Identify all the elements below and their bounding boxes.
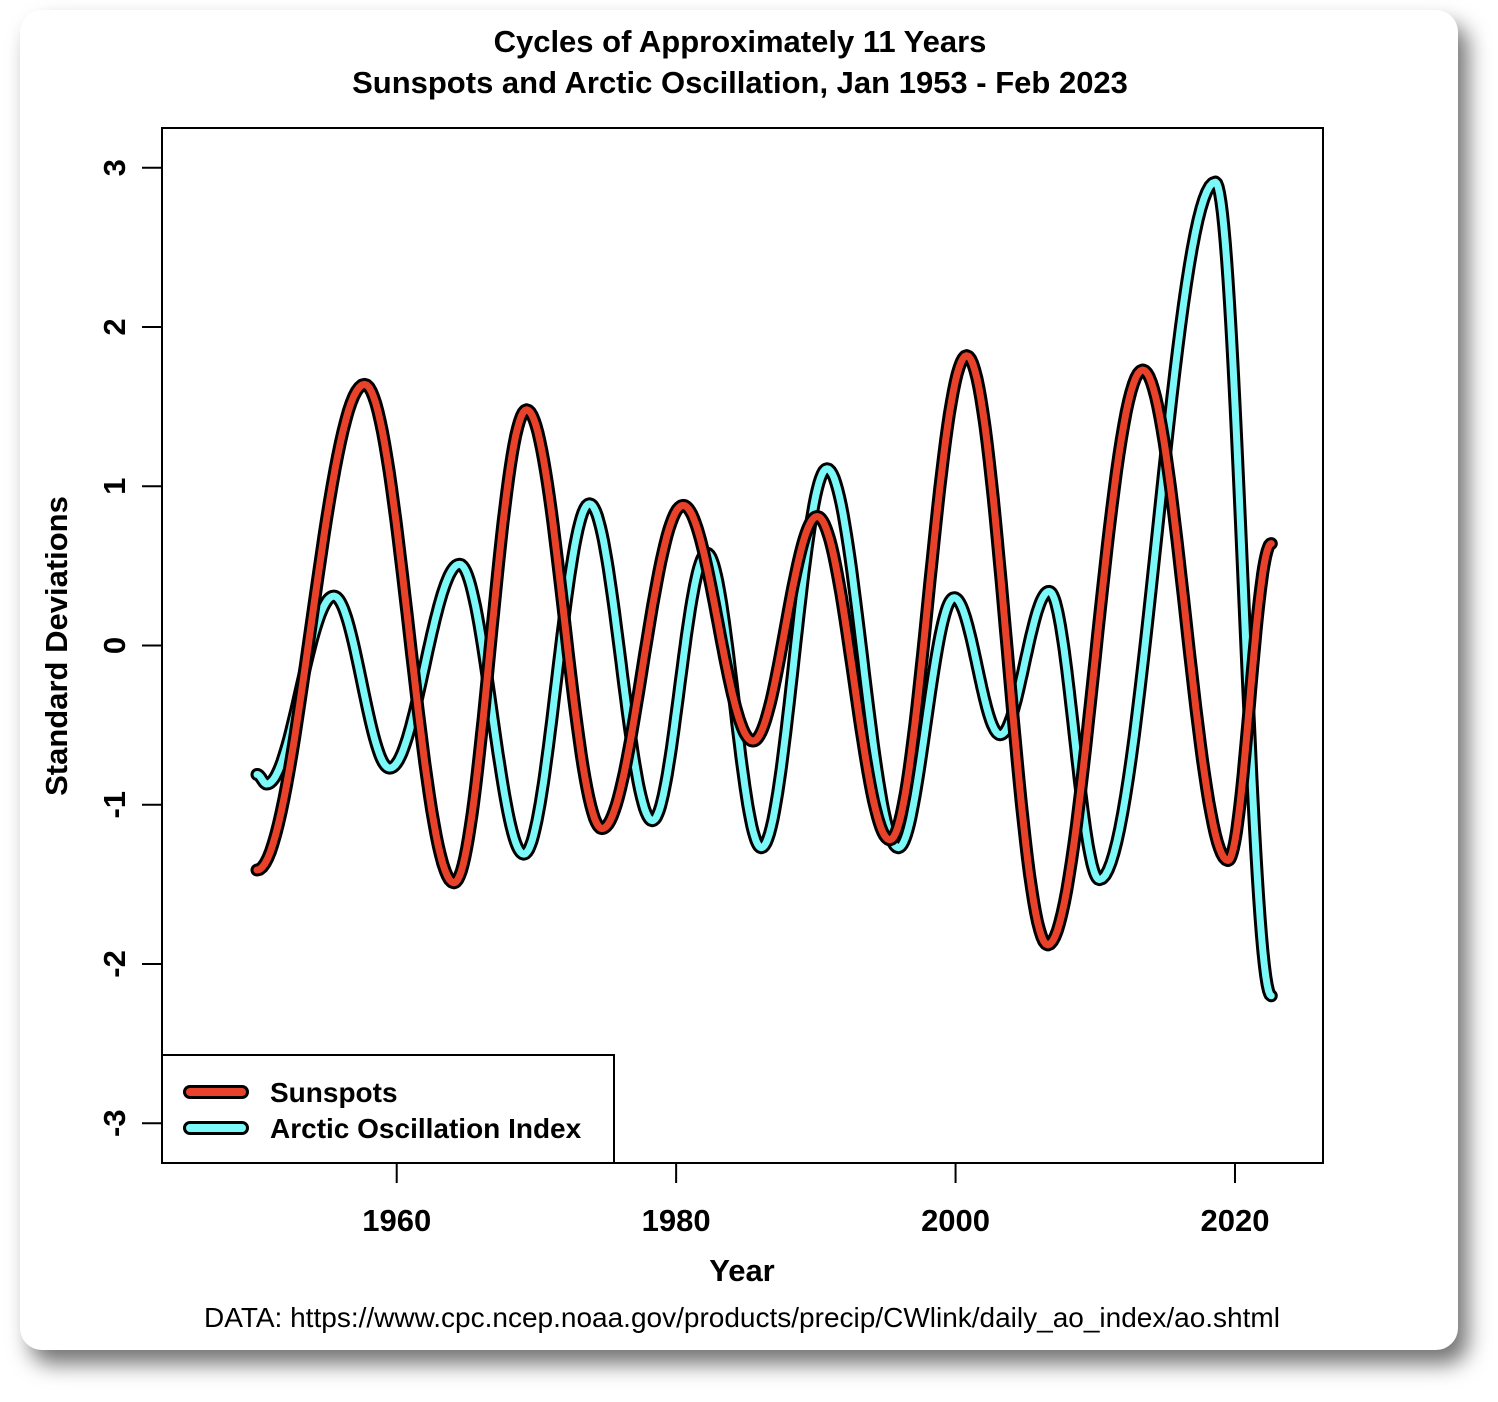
- x-tick-label: 2000: [921, 1203, 990, 1238]
- x-axis: 1960 1980 2000 2020: [362, 1163, 1269, 1238]
- y-tick-label: 2: [97, 318, 132, 335]
- legend-box: [161, 1054, 615, 1164]
- x-axis-label: Year: [709, 1253, 775, 1288]
- legend: Sunspots Arctic Oscillation Index: [161, 1054, 615, 1164]
- legend-label-sunspots: Sunspots: [270, 1077, 398, 1108]
- y-tick-label: -3: [97, 1109, 132, 1137]
- x-tick-label: 2020: [1200, 1203, 1269, 1238]
- data-source-caption: DATA: https://www.cpc.ncep.noaa.gov/prod…: [204, 1302, 1280, 1333]
- y-axis-label: Standard Deviations: [39, 496, 74, 796]
- y-tick-label: -1: [97, 791, 132, 819]
- y-tick-label: 1: [97, 478, 132, 495]
- y-tick-label: 3: [97, 159, 132, 176]
- chart-subtitle: Sunspots and Arctic Oscillation, Jan 195…: [352, 65, 1128, 100]
- y-tick-label: -2: [97, 950, 132, 978]
- x-tick-label: 1960: [362, 1203, 431, 1238]
- series-layer: [250, 175, 1278, 1003]
- series-line-sunspots: [253, 352, 1275, 949]
- legend-label-ao: Arctic Oscillation Index: [270, 1113, 582, 1144]
- x-tick-label: 1980: [642, 1203, 711, 1238]
- y-axis: 3 2 1 0 -1 -2 -3: [97, 159, 162, 1137]
- chart-title: Cycles of Approximately 11 Years: [494, 24, 987, 59]
- y-tick-label: 0: [97, 637, 132, 654]
